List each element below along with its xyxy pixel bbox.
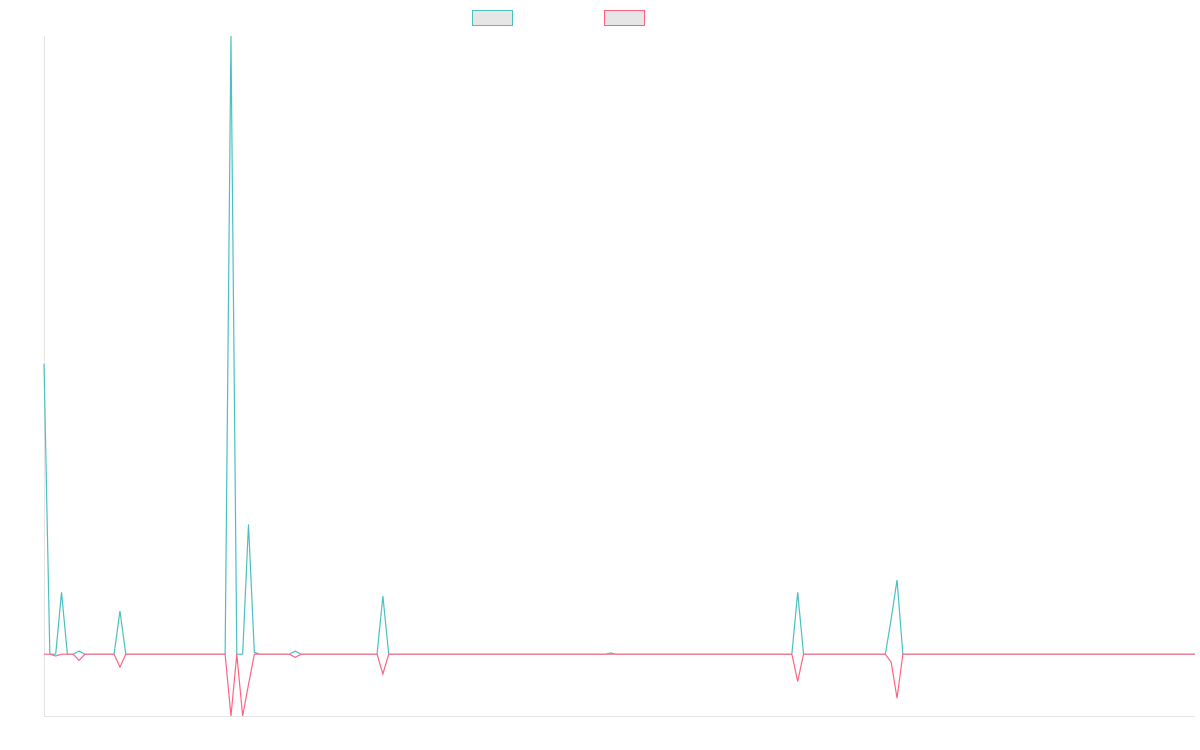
series-line	[44, 653, 1195, 717]
legend-swatch	[472, 10, 513, 26]
series-line	[43, 35, 1195, 655]
legend-swatch	[604, 10, 645, 26]
